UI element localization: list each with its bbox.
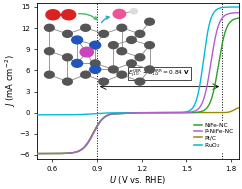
Text: $E_{j10}^{\mathrm{OER}}-E_{1/2}^{\mathrm{ORR}}=0.84$ V: $E_{j10}^{\mathrm{OER}}-E_{1/2}^{\mathrm… <box>129 67 190 80</box>
Y-axis label: $\it{J}$ (mA cm$^{-2}$): $\it{J}$ (mA cm$^{-2}$) <box>3 55 18 107</box>
Legend: NiFe-NC, P-NiFe-NC, Pt/C, RuO$_2$: NiFe-NC, P-NiFe-NC, Pt/C, RuO$_2$ <box>192 121 236 153</box>
X-axis label: $\it{U}$ (V vs. RHE): $\it{U}$ (V vs. RHE) <box>109 174 166 186</box>
